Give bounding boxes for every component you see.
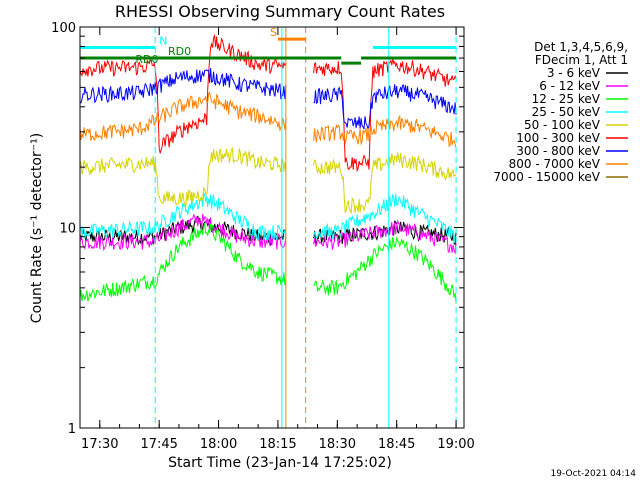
legend-entry-label-0: 3 - 6 keV [547, 66, 601, 80]
series-line-7 [79, 91, 457, 149]
legend: Det 1,3,4,5,6,9,FDecim 1, Att 13 - 6 keV… [493, 40, 628, 184]
x-tick-label-6: 19:00 [437, 437, 474, 452]
series-line-2 [79, 223, 457, 304]
chart-title: RHESSI Observing Summary Count Rates [115, 2, 445, 21]
y-tick-label-2: 100 [51, 21, 76, 36]
legend-header-1: FDecim 1, Att 1 [535, 53, 628, 67]
legend-entry-label-5: 100 - 300 keV [516, 131, 600, 145]
y-tick-label-0: 1 [68, 422, 76, 437]
series-line-4 [79, 147, 457, 215]
legend-entry-label-1: 6 - 12 keV [539, 79, 601, 93]
footer-date: 19-Oct-2021 04:14 [551, 469, 637, 479]
flag-label-rd0-second: RD0 [135, 53, 158, 66]
legend-entry-label-2: 12 - 25 keV [532, 92, 601, 106]
series-line-3 [79, 192, 457, 244]
flag-label-2: RD0 [168, 45, 191, 58]
x-tick-label-4: 18:30 [319, 437, 356, 452]
legend-header-0: Det 1,3,4,5,6,9, [534, 40, 628, 54]
legend-entry-label-3: 25 - 50 keV [532, 105, 601, 119]
x-tick-label-1: 17:45 [140, 437, 177, 452]
legend-entry-label-7: 800 - 7000 keV [509, 157, 601, 171]
y-axis-label: Count Rate (s⁻¹ detector⁻¹) [29, 133, 45, 323]
flag-label-5: S [270, 26, 277, 39]
x-axis-label: Start Time (23-Jan-14 17:25:02) [168, 455, 392, 471]
series-line-6 [79, 68, 457, 130]
x-tick-label-5: 18:45 [378, 437, 415, 452]
flag-label-0: N [159, 35, 167, 48]
x-tick-label-2: 18:00 [200, 437, 237, 452]
x-tick-label-3: 18:15 [259, 437, 296, 452]
legend-entry-label-8: 7000 - 15000 keV [493, 170, 600, 184]
x-tick-label-0: 17:30 [81, 437, 118, 452]
y-tick-label-1: 10 [59, 222, 76, 237]
legend-entry-label-4: 50 - 100 keV [524, 118, 601, 132]
series-line-1 [79, 213, 457, 255]
legend-entry-label-6: 300 - 800 keV [516, 144, 600, 158]
